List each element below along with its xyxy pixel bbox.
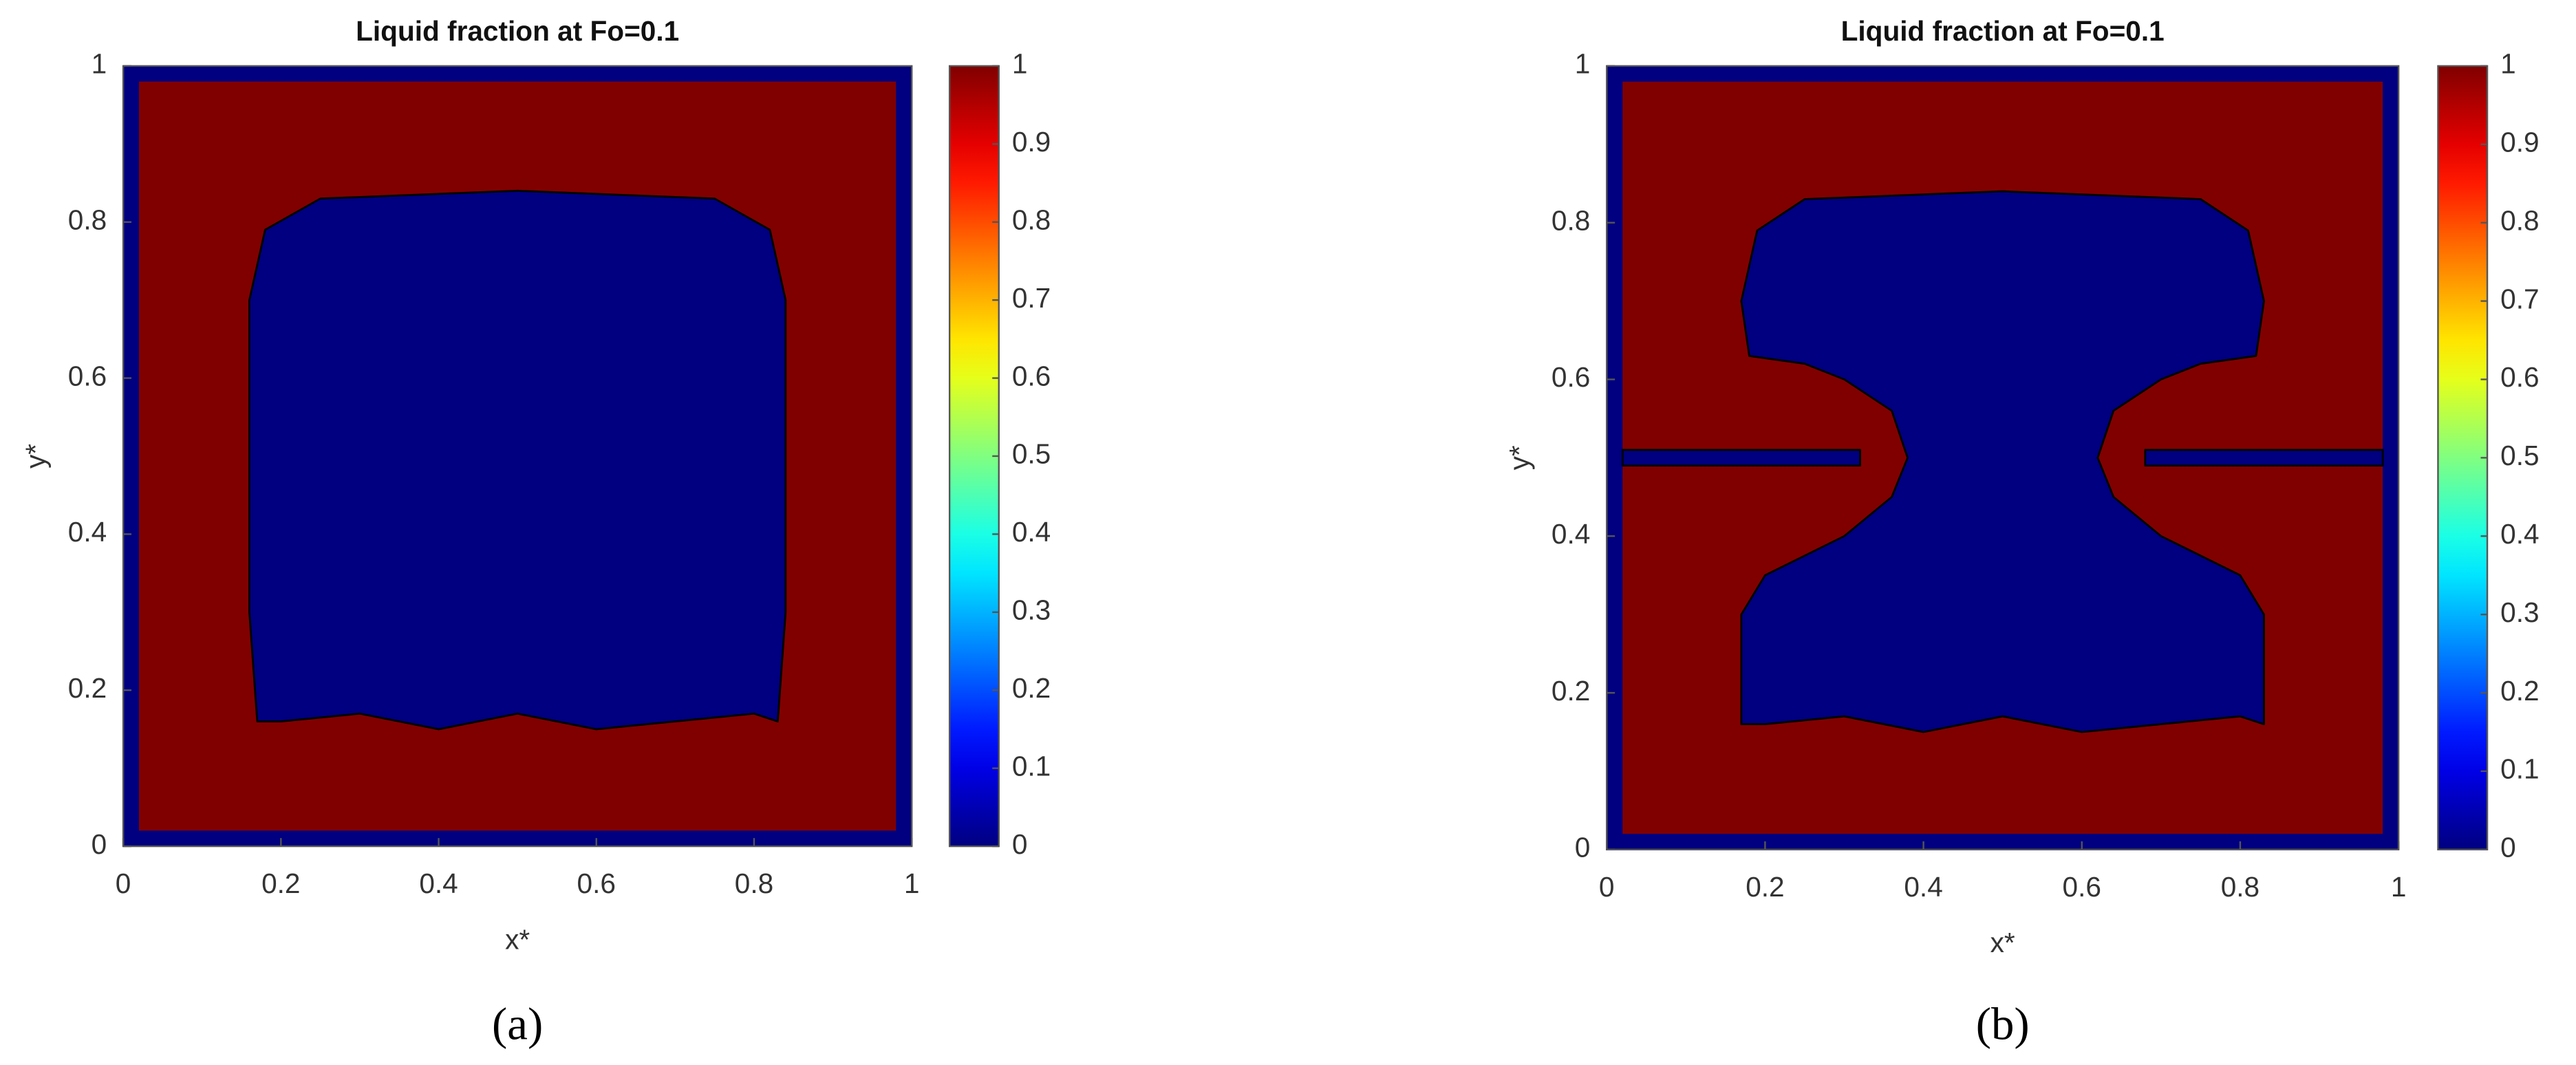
colorbar-tick-label: 0.6: [1012, 360, 1051, 391]
y-axis-label: y*: [1503, 445, 1535, 470]
y-tick-label: 0.2: [68, 672, 107, 704]
chart-title: Liquid fraction at Fo=0.1: [356, 15, 679, 47]
y-tick-label: 0.8: [68, 204, 107, 235]
y-tick-label: 0.2: [1552, 675, 1590, 707]
y-tick-label: 0: [1575, 832, 1591, 863]
colorbar-tick-label: 0.9: [1012, 126, 1051, 158]
colorbar: [948, 65, 1000, 848]
x-tick-label: 0.6: [577, 868, 616, 899]
x-tick-label: 0.4: [419, 868, 458, 899]
x-axis-label: x*: [505, 923, 530, 955]
x-tick-label: 1: [2391, 871, 2407, 903]
x-tick-label: 0.6: [2063, 871, 2101, 903]
x-tick-label: 1: [904, 868, 920, 899]
panel-label: (b): [1976, 998, 2030, 1049]
colorbar-tick-label: 0.1: [1012, 750, 1051, 782]
colorbar-tick-label: 0: [2500, 832, 2516, 863]
liquid-fraction-region: [248, 189, 787, 731]
colorbar-tick-label: 0.2: [2500, 675, 2539, 707]
panel-label: (a): [492, 998, 543, 1049]
liquid-fraction-region: [1621, 449, 1861, 467]
colorbar-tick-label: 0.7: [1012, 282, 1051, 314]
y-tick-label: 0.8: [1552, 204, 1590, 236]
x-tick-label: 0: [1599, 871, 1615, 903]
y-tick-label: 0.6: [1552, 361, 1590, 393]
y-tick-label: 1: [1575, 48, 1591, 80]
colorbar-tick-label: 0.8: [1012, 204, 1051, 235]
x-tick-label: 0.4: [1904, 871, 1942, 903]
colorbar-tick-label: 0.2: [1012, 672, 1051, 704]
y-tick-label: 1: [92, 48, 107, 80]
colorbar: [2437, 65, 2489, 851]
y-axis-label: y*: [20, 444, 52, 469]
axes-box: [122, 65, 913, 848]
x-axis-label: x*: [1990, 927, 2015, 958]
colorbar-tick-label: 0: [1012, 828, 1028, 860]
y-tick-label: 0: [92, 828, 107, 860]
liquid-fraction-region: [1740, 190, 2265, 733]
liquid-fraction-region: [2144, 449, 2384, 467]
colorbar-tick-label: 0.5: [1012, 438, 1051, 470]
x-tick-label: 0.2: [1746, 871, 1784, 903]
colorbar-tick-label: 0.9: [2500, 126, 2539, 158]
colorbar-tick-label: 0.1: [2500, 753, 2539, 785]
colorbar-tick-label: 0.6: [2500, 361, 2539, 393]
x-tick-label: 0.2: [261, 868, 300, 899]
x-tick-label: 0.8: [2221, 871, 2260, 903]
axes-box: [1606, 65, 2400, 851]
colorbar-tick-label: 0.3: [2500, 596, 2539, 628]
colorbar-tick-label: 1: [1012, 48, 1028, 80]
chart-title: Liquid fraction at Fo=0.1: [1841, 15, 2165, 47]
colorbar-tick-label: 0.4: [2500, 518, 2539, 550]
colorbar-tick-label: 0.8: [2500, 204, 2539, 236]
y-tick-label: 0.4: [1552, 518, 1590, 550]
colorbar-tick-label: 0.7: [2500, 283, 2539, 314]
colorbar-tick-label: 1: [2500, 48, 2516, 80]
colorbar-tick-label: 0.5: [2500, 440, 2539, 471]
x-tick-label: 0: [116, 868, 131, 899]
colorbar-tick-label: 0.4: [1012, 516, 1051, 548]
y-tick-label: 0.6: [68, 360, 107, 391]
y-tick-label: 0.4: [68, 516, 107, 548]
colorbar-tick-label: 0.3: [1012, 594, 1051, 626]
x-tick-label: 0.8: [735, 868, 773, 899]
